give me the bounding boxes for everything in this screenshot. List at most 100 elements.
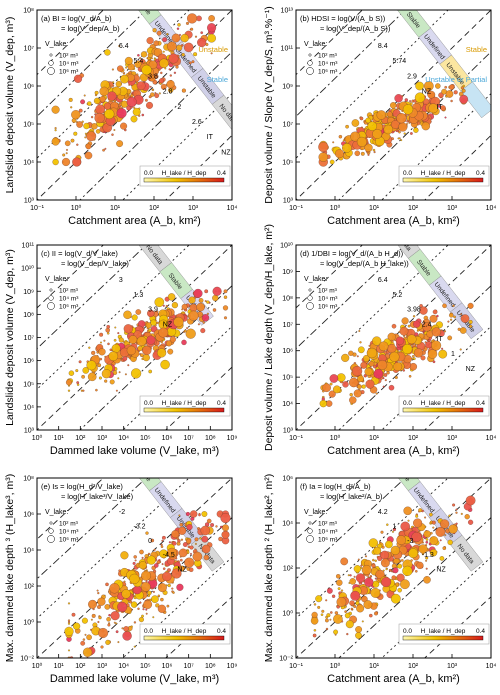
data-point — [160, 359, 170, 370]
data-point — [141, 614, 144, 618]
line-value-label: 2.4 — [422, 321, 432, 328]
data-point — [150, 92, 155, 97]
y-tick-label: 10⁷ — [24, 46, 35, 53]
data-point — [111, 68, 114, 71]
reference-line — [296, 245, 406, 350]
data-point — [416, 561, 424, 570]
data-point — [99, 86, 109, 97]
x-tick-label: 10⁷ — [184, 435, 195, 442]
data-point — [73, 622, 81, 630]
data-point — [352, 366, 363, 377]
x-axis-label: Catchment area (A_b, km²) — [327, 215, 460, 227]
data-point — [428, 103, 439, 114]
data-point — [120, 122, 128, 130]
data-point — [329, 159, 335, 165]
data-point — [372, 336, 382, 346]
data-point — [149, 85, 152, 88]
data-point — [419, 304, 423, 308]
data-point — [83, 122, 90, 130]
data-point — [160, 71, 163, 75]
data-point — [398, 130, 401, 134]
data-point — [444, 116, 447, 119]
data-point — [459, 94, 469, 104]
data-point — [198, 298, 204, 303]
axes-frame — [36, 9, 233, 201]
panel-formula: (f) Ia = log(H_d²/A_b) — [300, 482, 371, 491]
data-point — [156, 560, 161, 564]
data-point — [157, 583, 167, 593]
stability-band — [211, 94, 232, 132]
data-point — [97, 605, 101, 609]
data-point — [443, 330, 447, 333]
y-tick-label: 10⁴ — [282, 521, 293, 528]
data-point — [70, 106, 73, 109]
side-label: Stable — [207, 75, 228, 84]
data-point — [392, 527, 396, 532]
data-point — [397, 587, 402, 593]
data-point — [153, 548, 156, 551]
svg-text:V_lake:: V_lake: — [304, 41, 327, 48]
svg-text:V_lake:: V_lake: — [45, 276, 68, 283]
data-point — [108, 614, 111, 617]
data-point — [67, 619, 71, 622]
data-point — [90, 618, 93, 621]
line-value-label: -4.5 — [163, 552, 175, 559]
data-point — [364, 577, 374, 587]
line-value-label: 6.4 — [378, 277, 388, 284]
data-point — [444, 534, 447, 537]
data-point — [386, 111, 393, 118]
data-point — [51, 105, 60, 114]
data-point — [439, 519, 450, 529]
data-point — [190, 552, 192, 555]
data-point — [337, 587, 341, 590]
data-point — [322, 383, 331, 393]
data-point — [179, 523, 183, 527]
data-point — [423, 576, 431, 584]
data-point — [171, 301, 179, 309]
data-point — [100, 645, 104, 649]
data-point — [403, 132, 406, 135]
data-point — [317, 605, 321, 609]
data-point — [220, 512, 231, 524]
data-point — [413, 127, 419, 133]
svg-text:10⁶ m³: 10⁶ m³ — [59, 304, 79, 311]
data-point — [201, 544, 211, 554]
data-point — [374, 559, 377, 562]
data-point — [133, 106, 136, 109]
data-point — [453, 315, 456, 319]
data-point — [357, 384, 362, 390]
data-point — [67, 622, 71, 625]
data-point — [169, 74, 172, 77]
data-point — [432, 309, 438, 315]
data-point — [145, 531, 149, 535]
data-point — [198, 513, 201, 517]
panel-formula-approx: ≈ log(H_lake²/A_b) — [320, 492, 383, 501]
data-point — [147, 590, 152, 596]
data-point — [161, 535, 166, 540]
data-point — [320, 613, 324, 616]
data-point — [72, 157, 82, 167]
data-point — [366, 347, 378, 359]
data-point — [179, 33, 181, 36]
data-point — [425, 559, 428, 562]
data-point — [385, 540, 393, 549]
data-point — [178, 548, 188, 558]
data-point — [80, 640, 86, 646]
data-point — [373, 151, 376, 154]
data-point — [453, 90, 458, 95]
stability-band — [460, 81, 491, 119]
x-tick-label: 10² — [75, 435, 86, 442]
data-point — [422, 322, 432, 332]
data-point — [346, 632, 349, 636]
y-tick-label: 10⁸ — [23, 312, 34, 319]
data-point — [137, 607, 140, 610]
data-point — [81, 374, 85, 379]
y-tick-label: 10⁴ — [23, 404, 34, 411]
data-point — [431, 340, 442, 351]
data-point — [171, 33, 181, 43]
reference-line — [165, 366, 232, 430]
data-point — [210, 523, 215, 527]
data-point — [349, 574, 352, 577]
